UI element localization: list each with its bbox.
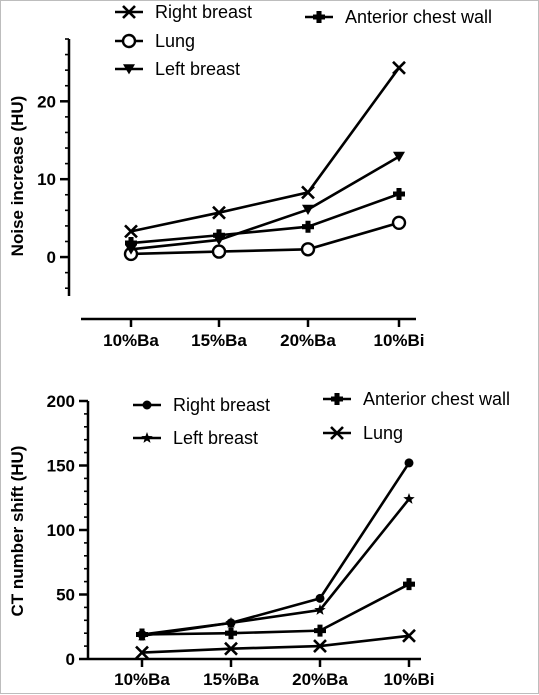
series-lung (123, 215, 407, 262)
x-tick-label-10-ba: 10%Ba (103, 331, 159, 350)
point-lung-10-bi (402, 628, 416, 643)
legend-item-right-breast: Right breast (133, 395, 270, 415)
y-tick-label: 200 (47, 392, 75, 411)
legend-label-left-breast: Left breast (173, 428, 258, 448)
point-left-breast-10-bi (393, 151, 405, 162)
point-left-breast-15-ba (225, 616, 237, 628)
y-tick-label: 20 (37, 92, 56, 111)
legend-marker-anterior-chest-wall (331, 393, 343, 405)
point-left-breast-20-ba (314, 603, 326, 615)
point-lung-15-ba (211, 244, 227, 259)
legend-label-lung: Lung (155, 31, 195, 51)
point-anterior-chest-wall-20-ba (314, 624, 326, 637)
point-anterior-chest-wall-10-bi (403, 578, 415, 591)
x-tick-label-20-ba: 20%Ba (280, 331, 336, 350)
series-line-lung (141, 634, 410, 654)
point-anterior-chest-wall-20-ba (302, 220, 314, 233)
series-right-breast (137, 458, 414, 639)
legend-item-anterior-chest-wall: Anterior chest wall (323, 389, 510, 409)
legend-marker-left-breast (123, 64, 135, 75)
legend-label-lung: Lung (363, 423, 403, 443)
series-left-breast (136, 493, 415, 641)
series-line-left-breast (141, 498, 411, 638)
y-axis-title: CT number shift (HU) (8, 446, 27, 617)
legend-label-anterior-chest-wall: Anterior chest wall (345, 7, 492, 27)
x-tick-label-15-ba: 15%Ba (203, 670, 259, 689)
point-right-breast-15-ba (212, 205, 226, 220)
point-right-breast-20-ba (315, 593, 325, 603)
y-tick-label: 100 (47, 521, 75, 540)
y-tick-label: 10 (37, 170, 56, 189)
legend-marker-right-breast (142, 400, 152, 410)
legend-label-left-breast: Left breast (155, 59, 240, 79)
legend-item-left-breast: Left breast (115, 59, 240, 79)
point-lung-10-ba (135, 645, 149, 660)
legend-item-right-breast: Right breast (115, 2, 252, 22)
point-anterior-chest-wall-10-ba (136, 628, 148, 641)
x-tick-label-15-ba: 15%Ba (191, 331, 247, 350)
series-line-anterior-chest-wall (130, 192, 400, 245)
x-tick-label-20-ba: 20%Ba (292, 670, 348, 689)
point-lung-10-bi (391, 215, 407, 230)
point-right-breast-10-bi (404, 458, 414, 468)
legend-label-right-breast: Right breast (173, 395, 270, 415)
point-lung-15-ba (224, 641, 238, 656)
point-anterior-chest-wall-10-ba (125, 237, 137, 250)
point-left-breast-20-ba (302, 204, 314, 215)
series-line-left-breast (130, 155, 400, 251)
point-right-breast-20-ba (301, 185, 315, 200)
series-right-breast (124, 60, 406, 239)
series-line-anterior-chest-wall (141, 583, 410, 636)
point-anterior-chest-wall-15-ba (225, 627, 237, 640)
x-tick-label-10-ba: 10%Ba (114, 670, 170, 689)
y-tick-label: 0 (47, 248, 56, 267)
legend-label-right-breast: Right breast (155, 2, 252, 22)
y-axis-title: Noise increase (HU) (8, 96, 27, 257)
legend-marker-anterior-chest-wall (313, 11, 325, 23)
point-left-breast-10-ba (125, 244, 137, 255)
legend-item-left-breast: Left breast (133, 428, 258, 448)
y-tick-label: 50 (56, 586, 75, 605)
legend-marker-left-breast (141, 432, 153, 443)
point-right-breast-10-bi (392, 60, 406, 75)
series-anterior-chest-wall (125, 187, 405, 250)
legend-marker-lung (330, 426, 344, 440)
x-tick-label-10-bi: 10%Bi (373, 331, 424, 350)
point-lung-20-ba (313, 639, 327, 654)
y-tick-label: 0 (66, 650, 75, 669)
point-anterior-chest-wall-10-bi (393, 187, 405, 200)
series-anterior-chest-wall (136, 578, 415, 641)
y-tick-label: 150 (47, 457, 75, 476)
x-tick-label-10-bi: 10%Bi (383, 670, 434, 689)
legend-item-anterior-chest-wall: Anterior chest wall (305, 7, 492, 27)
legend-label-anterior-chest-wall: Anterior chest wall (363, 389, 510, 409)
point-right-breast-10-ba (124, 224, 138, 239)
legend-marker-lung (121, 33, 137, 49)
series-line-right-breast (130, 67, 401, 233)
point-lung-20-ba (300, 242, 316, 257)
series-lung (135, 628, 416, 660)
chart-noise-increase: 0 10 20 Noise increase (HU) 10%Ba 15%Ba 20%Ba 1… (8, 2, 492, 350)
point-anterior-chest-wall-15-ba (213, 229, 225, 242)
chart-ct-number-shift: 0 50 100 150 200 CT number shift (HU) 10%Ba 15%… (8, 389, 510, 689)
legend-item-lung: Lung (115, 31, 195, 51)
legend-marker-right-breast (122, 5, 136, 19)
legend-item-lung: Lung (323, 423, 403, 443)
series-line-lung (130, 221, 400, 256)
point-left-breast-10-bi (403, 493, 415, 504)
